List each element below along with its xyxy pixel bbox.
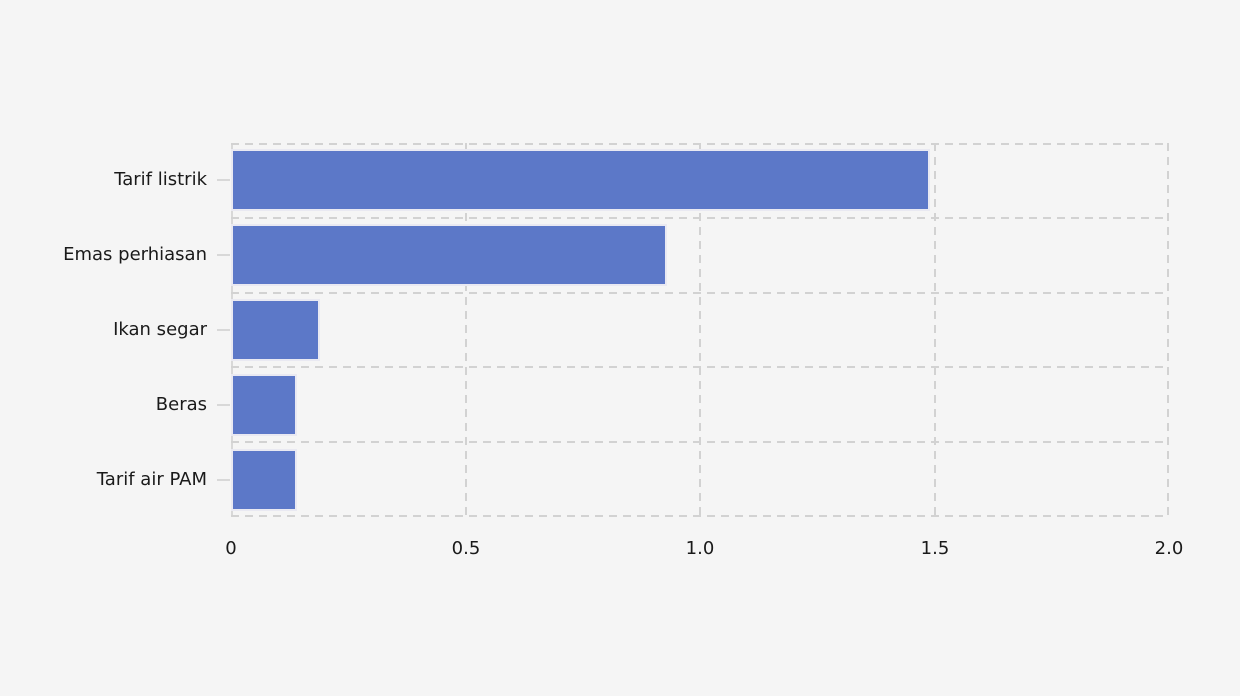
x-tick-label: 2.0 — [1154, 538, 1184, 559]
row-gridline — [231, 217, 1169, 219]
plot-area — [231, 143, 1169, 517]
category-tick — [217, 479, 230, 481]
plot-border-right — [1167, 143, 1169, 517]
bar — [231, 224, 667, 286]
bar — [231, 374, 297, 436]
bar — [231, 149, 930, 211]
x-gridline — [699, 143, 701, 517]
category-tick — [217, 254, 230, 256]
bar — [231, 299, 320, 361]
category-tick — [217, 329, 230, 331]
x-tick-label: 0 — [225, 538, 237, 559]
x-tick-label: 1.5 — [920, 538, 950, 559]
row-gridline — [231, 366, 1169, 368]
category-label: Emas perhiasan — [63, 244, 207, 265]
x-gridline — [465, 143, 467, 517]
x-tick-label: 0.5 — [451, 538, 481, 559]
row-gridline — [231, 292, 1169, 294]
row-gridline — [231, 441, 1169, 443]
category-label: Beras — [155, 394, 207, 415]
x-tick-label: 1.0 — [685, 538, 715, 559]
bar — [231, 449, 297, 511]
category-label: Tarif air PAM — [96, 469, 207, 490]
x-gridline — [934, 143, 936, 517]
category-tick — [217, 179, 230, 181]
category-tick — [217, 404, 230, 406]
category-label: Tarif listrik — [114, 169, 207, 190]
category-label: Ikan segar — [113, 319, 207, 340]
